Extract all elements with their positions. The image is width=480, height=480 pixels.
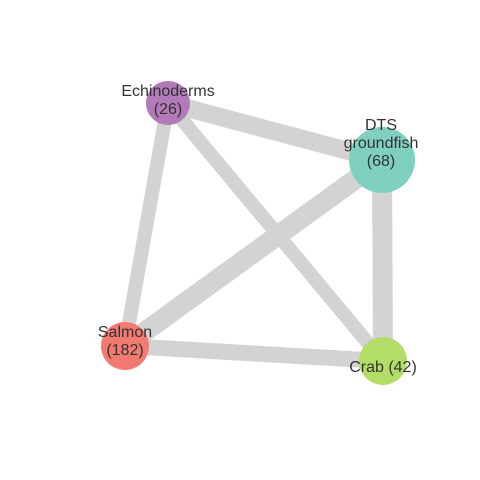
labels-layer: Echinoderms (26) DTS groundfish (68) Salmon (1… xyxy=(98,83,418,376)
node-label-dts-groundfish: DTS groundfish (68) xyxy=(344,117,419,170)
node-label-echinoderms: Echinoderms (26) xyxy=(121,83,214,118)
node-label-crab: Crab (42) xyxy=(349,359,417,376)
node-label-line: (68) xyxy=(367,153,395,170)
node-label-line: Salmon xyxy=(98,324,152,341)
edges-layer xyxy=(118,94,393,369)
edge-dts_groundfish-salmon xyxy=(119,151,388,355)
node-echinoderms[interactable] xyxy=(146,81,190,125)
edge-salmon-crab xyxy=(124,338,384,369)
node-label-salmon: Salmon (182) xyxy=(98,324,152,359)
edge-dts_groundfish-crab xyxy=(372,159,393,362)
node-label-line: DTS xyxy=(365,117,397,134)
node-label-line: (182) xyxy=(106,342,143,359)
node-label-line: Echinoderms xyxy=(121,83,214,100)
node-label-line: (26) xyxy=(154,101,182,118)
node-dts-groundfish[interactable] xyxy=(349,127,415,193)
edge-echinoderms-salmon xyxy=(118,101,175,348)
node-crab[interactable] xyxy=(359,337,407,385)
edge-echinoderms-dts_groundfish xyxy=(165,94,385,169)
nodes-layer xyxy=(101,81,415,385)
node-label-line: groundfish xyxy=(344,135,419,152)
node-label-line: Crab (42) xyxy=(349,359,417,376)
node-salmon[interactable] xyxy=(101,322,149,370)
